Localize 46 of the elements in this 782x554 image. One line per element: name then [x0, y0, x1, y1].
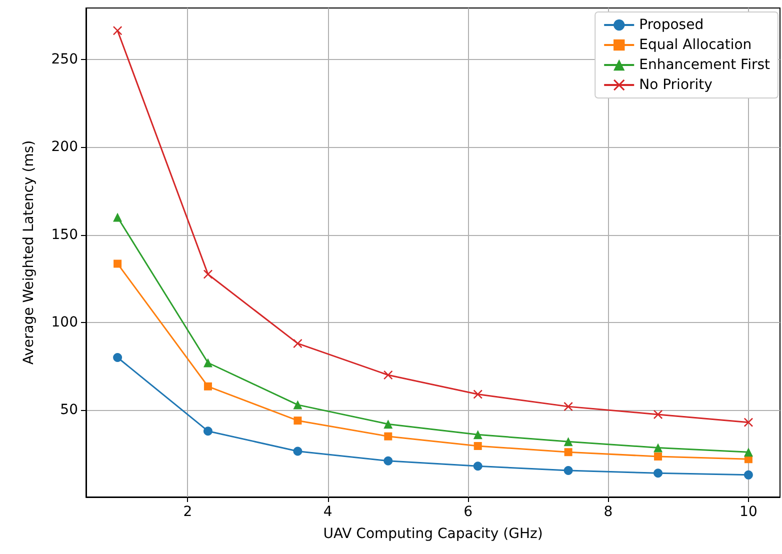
point	[113, 352, 122, 362]
point	[564, 448, 572, 456]
point	[473, 430, 482, 440]
x-tick-label: 8	[604, 504, 613, 520]
point	[654, 443, 663, 452]
x-tick-label: 2	[183, 504, 192, 520]
point	[293, 338, 302, 348]
point	[744, 470, 753, 480]
x-tick-label: 6	[464, 504, 473, 520]
legend-label: Enhancement First	[639, 57, 771, 73]
x-axis-title: UAV Computing Capacity (GHz)	[323, 526, 543, 542]
point	[654, 468, 663, 478]
point	[384, 370, 393, 380]
y-tick-label: 200	[51, 139, 78, 156]
point	[564, 437, 573, 446]
point	[204, 382, 212, 390]
y-axis-title: Average Weighted Latency (ms)	[21, 140, 37, 365]
y-tick-label: 150	[51, 226, 78, 243]
point	[474, 442, 482, 450]
x-tick-label: 10	[740, 504, 758, 520]
point	[744, 418, 753, 427]
point	[203, 358, 212, 368]
point	[384, 432, 392, 440]
point	[203, 426, 212, 436]
point	[384, 420, 393, 429]
legend-label: No Priority	[639, 77, 712, 93]
point	[564, 466, 573, 476]
point	[203, 270, 212, 279]
point	[294, 416, 302, 425]
y-tick-label: 100	[51, 314, 78, 330]
y-tick-label: 250	[51, 52, 78, 68]
point	[384, 456, 393, 466]
point	[113, 212, 122, 222]
point	[654, 452, 662, 461]
y-tick-label: 50	[60, 402, 78, 418]
point	[744, 448, 753, 457]
point	[293, 400, 302, 410]
point	[564, 402, 573, 412]
point	[114, 260, 122, 268]
x-tick-label: 4	[323, 504, 332, 520]
legend-label: Equal Allocation	[639, 37, 752, 53]
point	[473, 462, 482, 471]
point	[113, 26, 122, 36]
point	[293, 446, 302, 456]
point	[473, 390, 482, 399]
legend-label: Proposed	[639, 17, 704, 33]
